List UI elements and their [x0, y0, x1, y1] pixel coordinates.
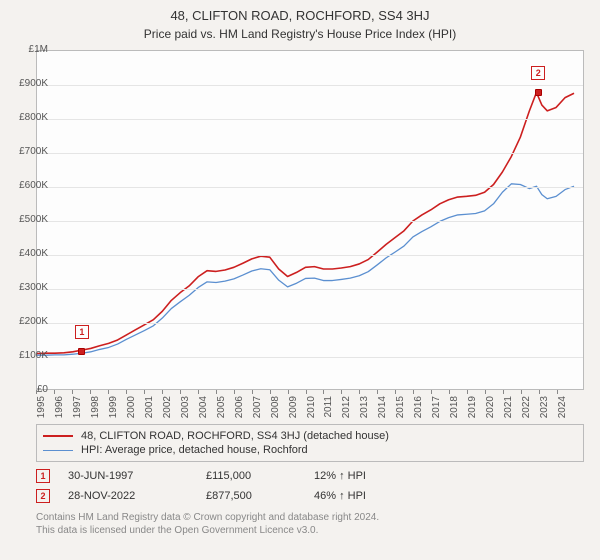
- x-tick: [288, 390, 289, 394]
- gridline: [37, 323, 583, 324]
- x-axis-labels: 1995199619971998199920002001200220032004…: [36, 390, 584, 424]
- y-tick-label: £600K: [14, 180, 48, 191]
- legend-label-price: 48, CLIFTON ROAD, ROCHFORD, SS4 3HJ (det…: [81, 430, 389, 442]
- sale-row: 2 28-NOV-2022 £877,500 46% ↑ HPI: [36, 486, 584, 506]
- x-tick: [377, 390, 378, 394]
- sales-table: 1 30-JUN-1997 £115,000 12% ↑ HPI 2 28-NOV-202…: [36, 466, 584, 506]
- x-tick: [234, 390, 235, 394]
- x-tick: [485, 390, 486, 394]
- legend-swatch-price: [43, 435, 73, 437]
- gridline: [37, 357, 583, 358]
- legend-label-hpi: HPI: Average price, detached house, Roch…: [81, 444, 308, 456]
- x-tick: [503, 390, 504, 394]
- x-tick: [521, 390, 522, 394]
- chart-title: 48, CLIFTON ROAD, ROCHFORD, SS4 3HJ: [0, 0, 600, 23]
- x-tick: [90, 390, 91, 394]
- x-tick: [539, 390, 540, 394]
- x-tick: [449, 390, 450, 394]
- series-hpi: [37, 184, 574, 355]
- gridline: [37, 119, 583, 120]
- sale-marker-dot: [78, 348, 85, 355]
- chart-subtitle: Price paid vs. HM Land Registry's House …: [0, 23, 600, 47]
- legend-row-hpi: HPI: Average price, detached house, Roch…: [43, 443, 577, 457]
- x-tick: [431, 390, 432, 394]
- footer-line2: This data is licensed under the Open Gov…: [36, 525, 584, 538]
- x-tick: [413, 390, 414, 394]
- gridline: [37, 187, 583, 188]
- y-tick-label: £700K: [14, 146, 48, 157]
- y-tick-label: £800K: [14, 112, 48, 123]
- x-tick: [341, 390, 342, 394]
- gridline: [37, 289, 583, 290]
- sale-date: 28-NOV-2022: [68, 490, 188, 502]
- y-tick-label: £0: [14, 384, 48, 395]
- sale-marker-dot: [535, 89, 542, 96]
- x-tick: [252, 390, 253, 394]
- x-tick: [126, 390, 127, 394]
- x-tick: [467, 390, 468, 394]
- sale-delta: 12% ↑ HPI: [314, 470, 434, 482]
- sale-date: 30-JUN-1997: [68, 470, 188, 482]
- footer-line1: Contains HM Land Registry data © Crown c…: [36, 512, 584, 525]
- x-tick: [144, 390, 145, 394]
- gridline: [37, 85, 583, 86]
- x-tick: [270, 390, 271, 394]
- chart-plot-area: 12: [36, 50, 584, 390]
- x-tick: [557, 390, 558, 394]
- series-price_paid: [37, 92, 574, 353]
- footer-attribution: Contains HM Land Registry data © Crown c…: [36, 512, 584, 537]
- x-tick: [54, 390, 55, 394]
- legend: 48, CLIFTON ROAD, ROCHFORD, SS4 3HJ (det…: [36, 424, 584, 462]
- x-tick: [108, 390, 109, 394]
- y-tick-label: £900K: [14, 78, 48, 89]
- sale-delta: 46% ↑ HPI: [314, 490, 434, 502]
- sale-marker-label: 1: [75, 325, 89, 339]
- y-tick-label: £300K: [14, 282, 48, 293]
- y-tick-label: £500K: [14, 214, 48, 225]
- y-tick-label: £100K: [14, 350, 48, 361]
- x-tick: [72, 390, 73, 394]
- sale-row-marker: 1: [36, 469, 50, 483]
- x-tick: [306, 390, 307, 394]
- x-tick: [162, 390, 163, 394]
- y-tick-label: £200K: [14, 316, 48, 327]
- sale-row-marker: 2: [36, 489, 50, 503]
- x-tick: [180, 390, 181, 394]
- gridline: [37, 221, 583, 222]
- legend-row-price: 48, CLIFTON ROAD, ROCHFORD, SS4 3HJ (det…: [43, 429, 577, 443]
- x-tick: [216, 390, 217, 394]
- y-tick-label: £400K: [14, 248, 48, 259]
- chart-lines: [37, 51, 583, 389]
- y-tick-label: £1M: [14, 44, 48, 55]
- gridline: [37, 255, 583, 256]
- x-tick: [198, 390, 199, 394]
- sale-price: £877,500: [206, 490, 296, 502]
- x-tick-label: 2024: [557, 396, 591, 418]
- gridline: [37, 153, 583, 154]
- x-tick: [359, 390, 360, 394]
- x-tick: [395, 390, 396, 394]
- sale-row: 1 30-JUN-1997 £115,000 12% ↑ HPI: [36, 466, 584, 486]
- x-tick: [323, 390, 324, 394]
- sale-price: £115,000: [206, 470, 296, 482]
- sale-marker-label: 2: [531, 66, 545, 80]
- legend-swatch-hpi: [43, 450, 73, 451]
